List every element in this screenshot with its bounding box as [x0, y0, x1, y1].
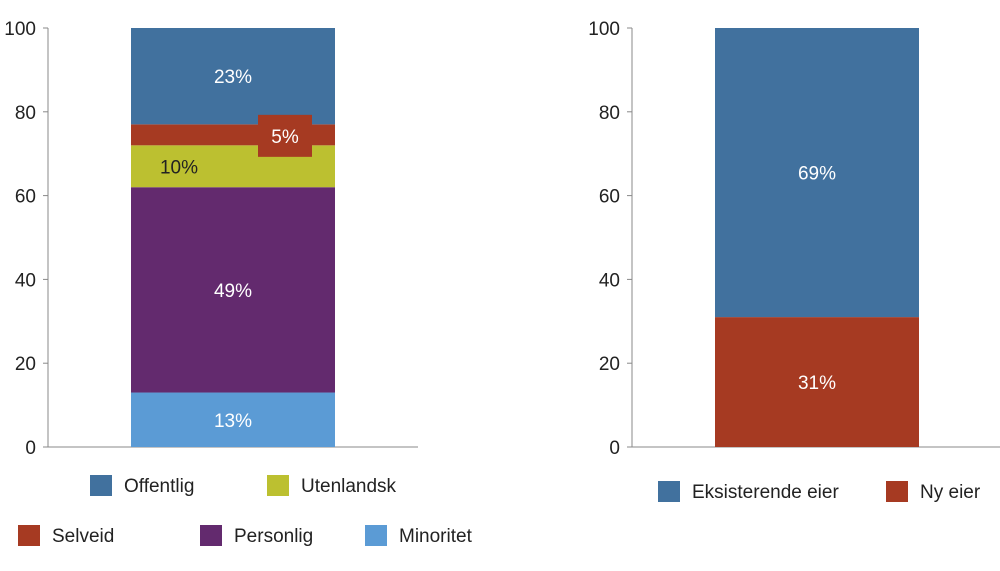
legend-swatch-offentlig [90, 475, 112, 496]
data-label-selveid: 5% [271, 127, 299, 148]
y-tick-label: 80 [15, 103, 36, 124]
y-tick-label: 60 [599, 187, 620, 208]
legend-swatch-personlig [200, 525, 222, 546]
y-tick-label: 40 [15, 270, 36, 291]
data-label-utenlandsk: 10% [160, 157, 198, 178]
data-label-eksisterende-eier: 69% [798, 164, 836, 185]
y-tick-label: 20 [599, 354, 620, 375]
bar-segment-ny-eier [715, 317, 919, 447]
y-tick-label: 0 [25, 438, 36, 459]
legend-swatch-minoritet [365, 525, 387, 546]
legend-label-selveid: Selveid [52, 526, 114, 547]
data-label-personlig: 49% [214, 281, 252, 302]
y-tick-label: 0 [609, 438, 620, 459]
data-label-minoritet: 13% [214, 411, 252, 432]
y-tick-label: 100 [4, 19, 36, 40]
data-label-box-selveid [258, 114, 312, 157]
legend-swatch-eksisterende-eier [658, 481, 680, 502]
bar-segment-eksisterende-eier [715, 28, 919, 318]
data-label-offentlig: 23% [214, 67, 252, 88]
y-tick-label: 40 [599, 270, 620, 291]
legend-label-eksisterende-eier: Eksisterende eier [692, 482, 839, 503]
chart-2: 0 20 40 60 80 100 31% 69% Eksisterende eier Ny ei… [588, 19, 1000, 503]
legend-2: Eksisterende eier Ny eier [658, 481, 981, 503]
bar-segment-minoritet [131, 392, 335, 447]
y-tick-label: 80 [599, 103, 620, 124]
legend-1: Offentlig Utenlandsk Selveid Personlig Minor… [18, 475, 473, 547]
data-label-ny-eier: 31% [798, 373, 836, 394]
legend-label-personlig: Personlig [234, 526, 313, 547]
legend-swatch-ny-eier [886, 481, 908, 502]
legend-label-ny-eier: Ny eier [920, 482, 981, 503]
legend-swatch-selveid [18, 525, 40, 546]
y-tick-label: 100 [588, 19, 620, 40]
legend-label-utenlandsk: Utenlandsk [301, 476, 397, 497]
bar-segment-offentlig [131, 28, 335, 125]
bar-segment-personlig [131, 187, 335, 393]
legend-label-offentlig: Offentlig [124, 476, 194, 497]
legend-label-minoritet: Minoritet [399, 526, 473, 547]
y-tick-label: 20 [15, 354, 36, 375]
chart-1: 0 20 40 60 80 100 13% 49% 10% 5% 23% Offentlig Utenl… [4, 19, 472, 547]
legend-swatch-utenlandsk [267, 475, 289, 496]
y-tick-label: 60 [15, 187, 36, 208]
